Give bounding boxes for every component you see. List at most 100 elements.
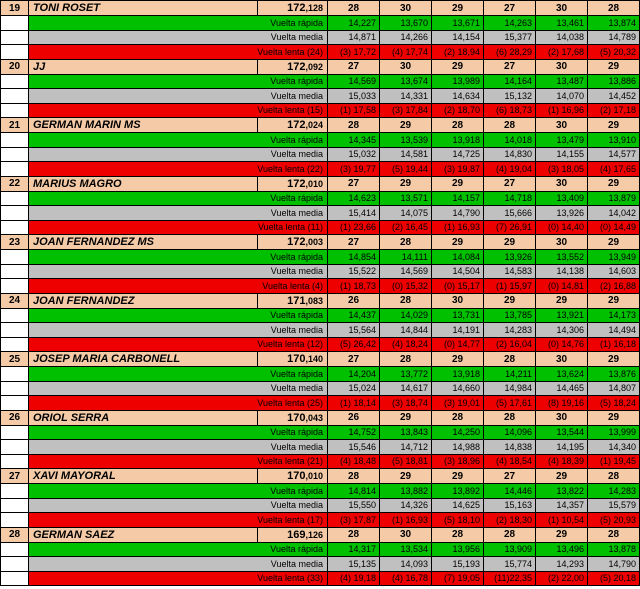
lap-header: 29	[588, 293, 640, 308]
lap-header: 29	[380, 469, 432, 484]
driver-header-row: 25JOSEP MARIA CARBONELL170,1402728292830…	[1, 352, 640, 367]
lenta-value: (5) 26,42	[328, 337, 380, 352]
driver-score: 172,128	[258, 1, 328, 16]
rapida-value: 13,822	[536, 484, 588, 499]
media-value: 15,163	[484, 498, 536, 513]
lenta-label: Vuelta lenta (22)	[29, 162, 328, 177]
media-label: Vuelta media	[29, 89, 328, 104]
driver-name: JJ	[29, 59, 258, 74]
position-cell: 25	[1, 352, 29, 367]
media-value: 14,331	[380, 89, 432, 104]
driver-name: TONI ROSET	[29, 1, 258, 16]
rapida-value: 14,446	[484, 484, 536, 499]
score-dec: ,003	[305, 237, 323, 247]
lap-header: 30	[380, 527, 432, 542]
media-value: 14,725	[432, 147, 484, 162]
lenta-value: (0) 14,76	[536, 337, 588, 352]
rapida-label: Vuelta rápida	[29, 191, 328, 206]
empty-pos	[1, 220, 29, 235]
lap-header: 29	[432, 1, 484, 16]
media-value: 14,075	[380, 206, 432, 221]
position-cell: 21	[1, 118, 29, 133]
rapida-value: 13,534	[380, 542, 432, 557]
media-value: 14,790	[588, 557, 640, 572]
position-cell: 22	[1, 176, 29, 191]
driver-header-row: 22MARIUS MAGRO172,010272929273029	[1, 176, 640, 191]
media-value: 14,603	[588, 264, 640, 279]
lenta-value: (3) 18,74	[380, 396, 432, 411]
lenta-value: (4) 16,78	[380, 571, 432, 586]
lenta-value: (4) 19,04	[484, 162, 536, 177]
rapida-value: 13,731	[432, 308, 484, 323]
media-label: Vuelta media	[29, 323, 328, 338]
media-row: Vuelta media15,52214,56914,50414,58314,1…	[1, 264, 640, 279]
rapida-value: 13,956	[432, 542, 484, 557]
lenta-row: Vuelta lenta (4)(1) 18,73(0) 15,32(0) 15…	[1, 279, 640, 294]
lap-header: 28	[380, 235, 432, 250]
driver-header-row: 24JOAN FERNANDEZ171,083262830292929	[1, 293, 640, 308]
empty-pos	[1, 308, 29, 323]
rapida-value: 14,263	[484, 16, 536, 31]
lenta-label: Vuelta lenta (24)	[29, 45, 328, 60]
media-label: Vuelta media	[29, 264, 328, 279]
lap-header: 28	[484, 118, 536, 133]
rapida-value: 13,918	[432, 367, 484, 382]
empty-pos	[1, 45, 29, 60]
media-row: Vuelta media15,56414,84414,19114,28314,3…	[1, 323, 640, 338]
media-value: 14,583	[484, 264, 536, 279]
empty-pos	[1, 367, 29, 382]
media-value: 15,564	[328, 323, 380, 338]
empty-pos	[1, 30, 29, 45]
lenta-row: Vuelta lenta (21)(4) 18,48(5) 18,81(3) 1…	[1, 454, 640, 469]
empty-pos	[1, 425, 29, 440]
score-int: 169	[287, 529, 305, 541]
lap-header: 26	[328, 293, 380, 308]
driver-score: 172,010	[258, 176, 328, 191]
rapida-value: 13,487	[536, 74, 588, 89]
position-cell: 23	[1, 235, 29, 250]
lenta-value: (1) 10,54	[536, 513, 588, 528]
score-dec: ,126	[305, 530, 323, 540]
lenta-value: (4) 17,65	[588, 162, 640, 177]
lap-header: 29	[588, 118, 640, 133]
lap-header: 29	[380, 176, 432, 191]
media-value: 14,494	[588, 323, 640, 338]
lap-header: 27	[484, 469, 536, 484]
rapida-row: Vuelta rápida14,34513,53913,91814,01813,…	[1, 133, 640, 148]
lenta-value: (1) 18,14	[328, 396, 380, 411]
lenta-row: Vuelta lenta (17)(3) 17,87(1) 16,93(5) 1…	[1, 513, 640, 528]
rapida-value: 13,843	[380, 425, 432, 440]
media-label: Vuelta media	[29, 381, 328, 396]
lap-header: 30	[536, 1, 588, 16]
lap-header: 29	[432, 235, 484, 250]
rapida-value: 14,164	[484, 74, 536, 89]
media-label: Vuelta media	[29, 30, 328, 45]
lenta-value: (1) 19,45	[588, 454, 640, 469]
lap-header: 28	[484, 527, 536, 542]
score-dec: ,140	[305, 354, 323, 364]
lenta-value: (7) 26,91	[484, 220, 536, 235]
rapida-value: 13,989	[432, 74, 484, 89]
driver-name: MARIUS MAGRO	[29, 176, 258, 191]
media-value: 14,326	[380, 498, 432, 513]
lap-header: 28	[484, 410, 536, 425]
lenta-value: (2) 18,94	[432, 45, 484, 60]
lenta-value: (2) 16,45	[380, 220, 432, 235]
lenta-value: (2) 17,18	[588, 103, 640, 118]
rapida-label: Vuelta rápida	[29, 367, 328, 382]
lenta-row: Vuelta lenta (12)(5) 26,42(4) 18,24(0) 1…	[1, 337, 640, 352]
media-value: 14,807	[588, 381, 640, 396]
rapida-value: 13,496	[536, 542, 588, 557]
media-row: Vuelta media14,87114,26614,15415,37714,0…	[1, 30, 640, 45]
rapida-value: 14,204	[328, 367, 380, 382]
score-int: 172	[287, 61, 305, 73]
rapida-value: 14,084	[432, 250, 484, 265]
lap-header: 30	[380, 59, 432, 74]
empty-pos	[1, 557, 29, 572]
score-dec: ,010	[305, 179, 323, 189]
lap-header: 29	[536, 293, 588, 308]
lenta-value: (5) 18,10	[432, 513, 484, 528]
driver-header-row: 19TONI ROSET172,128283029273028	[1, 1, 640, 16]
lenta-value: (2) 16,88	[588, 279, 640, 294]
lenta-value: (5) 19,44	[380, 162, 432, 177]
